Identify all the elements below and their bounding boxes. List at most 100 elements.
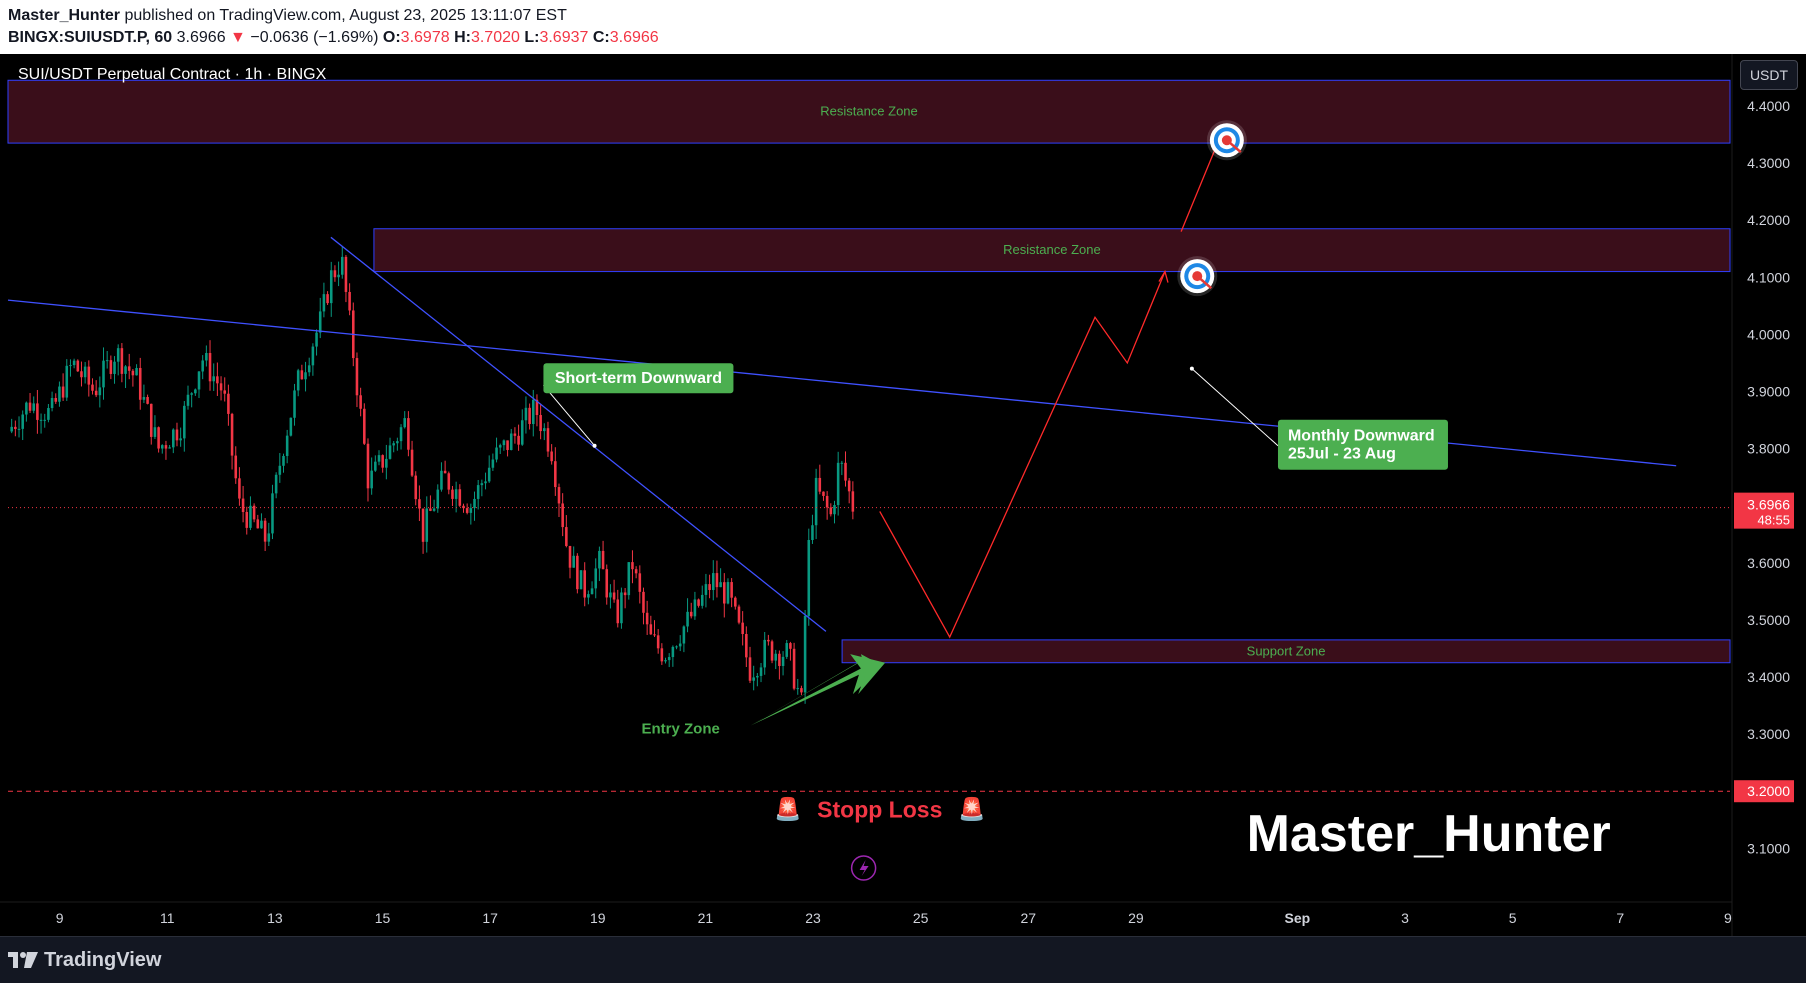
candle-body xyxy=(293,390,296,418)
candle-body xyxy=(487,467,491,482)
candle-body xyxy=(785,643,789,657)
candle-body xyxy=(175,429,179,441)
candle-body xyxy=(94,390,98,396)
x-tick-label: 11 xyxy=(160,910,175,926)
candle-body xyxy=(656,635,660,649)
candle-body xyxy=(399,427,403,442)
candle-body xyxy=(594,568,598,589)
candle-body xyxy=(693,599,697,617)
candle-body xyxy=(370,470,373,489)
last-price-label: 3.6966 xyxy=(1747,497,1790,513)
candle-body xyxy=(47,408,50,420)
lightning-icon xyxy=(859,860,869,876)
candle-body xyxy=(194,389,197,394)
candle-body xyxy=(789,643,792,649)
candle-body xyxy=(223,390,227,394)
candle-body xyxy=(216,376,219,384)
candle-body xyxy=(410,449,414,476)
candle-body xyxy=(818,477,822,492)
candle-body xyxy=(616,599,620,624)
candle-body xyxy=(109,360,113,374)
candle-body xyxy=(682,626,686,644)
candle-body xyxy=(245,512,249,528)
publish-header: Master_Hunter published on TradingView.c… xyxy=(0,0,1806,54)
candle-body xyxy=(723,582,726,604)
footer: TradingView xyxy=(0,936,1806,983)
watermark: Master_Hunter xyxy=(1247,805,1611,863)
price-chart[interactable]: Resistance Zone Resistance Zone Support Zo… xyxy=(0,54,1806,936)
siren-icon: 🚨 xyxy=(774,796,801,821)
candle-body xyxy=(476,485,480,499)
candle-body xyxy=(179,438,182,441)
candle-body xyxy=(197,371,201,390)
candle-body xyxy=(484,481,487,484)
x-tick-label: 7 xyxy=(1616,910,1624,926)
monthly-label-box xyxy=(1277,419,1448,470)
candle-body xyxy=(847,480,851,492)
x-tick-label: 19 xyxy=(590,910,606,926)
open-value: 3.6978 xyxy=(400,29,450,46)
candle-body xyxy=(528,407,531,424)
tradingview-logo[interactable]: TradingView xyxy=(8,947,161,973)
down-arrow-icon: ▼ xyxy=(230,29,246,46)
candle-body xyxy=(675,646,678,648)
candle-body xyxy=(256,519,260,529)
candle-body xyxy=(385,458,388,468)
candle-body xyxy=(579,570,583,590)
lightning-icon-ring xyxy=(850,855,877,881)
candle-body xyxy=(230,413,234,456)
candle-body xyxy=(800,688,803,693)
candle-body xyxy=(36,403,39,420)
y-tick-label: 4.2000 xyxy=(1747,212,1790,228)
symbol-label: BINGX:SUIUSDT.P, 60 xyxy=(8,29,173,46)
candle-body xyxy=(344,256,348,292)
candle-body xyxy=(252,505,256,520)
candle-body xyxy=(495,447,498,460)
stop-loss-badge xyxy=(1734,780,1794,803)
close-label: C: xyxy=(592,29,610,46)
y-tick-label: 4.0000 xyxy=(1747,326,1790,342)
candle-body xyxy=(509,433,513,450)
candle-body xyxy=(138,367,142,400)
candle-body xyxy=(201,360,204,372)
candle-body xyxy=(844,462,847,481)
chart-area[interactable]: Resistance Zone Resistance Zone Support Zo… xyxy=(0,54,1806,936)
candle-body xyxy=(333,270,337,278)
siren-icon-2: 🚨 xyxy=(958,796,985,821)
candle-body xyxy=(43,419,47,421)
candle-body xyxy=(465,508,469,513)
candle-body xyxy=(50,398,54,409)
candle-body xyxy=(183,405,186,439)
candle-body xyxy=(774,653,778,661)
short-term-connector xyxy=(543,384,595,447)
candle-body xyxy=(667,657,671,661)
target-icon-dart xyxy=(1196,275,1213,290)
candle-body xyxy=(539,415,542,432)
candle-body xyxy=(726,582,730,604)
candle-body xyxy=(796,688,800,690)
price-change: −0.0636 (−1.69%) xyxy=(250,29,379,46)
candle-body xyxy=(432,508,436,511)
candle-body xyxy=(326,294,329,304)
currency-button[interactable]: USDT xyxy=(1740,60,1798,90)
candle-body xyxy=(840,462,844,464)
candle-body xyxy=(730,582,733,598)
candle-body xyxy=(363,408,366,444)
candle-body xyxy=(833,505,836,515)
candle-body xyxy=(605,569,609,598)
author-name[interactable]: Master_Hunter xyxy=(8,7,121,24)
candle-body xyxy=(366,443,370,489)
candle-body xyxy=(792,648,796,689)
candle-body xyxy=(337,274,340,278)
tradingview-icon xyxy=(8,952,38,968)
zone-label-1: Resistance Zone xyxy=(1003,242,1101,257)
candle-body xyxy=(513,433,517,436)
y-tick-label: 3.8000 xyxy=(1747,441,1790,457)
candle-body xyxy=(388,445,392,459)
stop-loss-label: Stopp Loss xyxy=(817,796,942,822)
candle-body xyxy=(124,366,127,374)
candle-body xyxy=(653,634,656,636)
candle-body xyxy=(87,366,91,385)
candle-body xyxy=(80,371,83,378)
candle-body xyxy=(778,653,781,666)
